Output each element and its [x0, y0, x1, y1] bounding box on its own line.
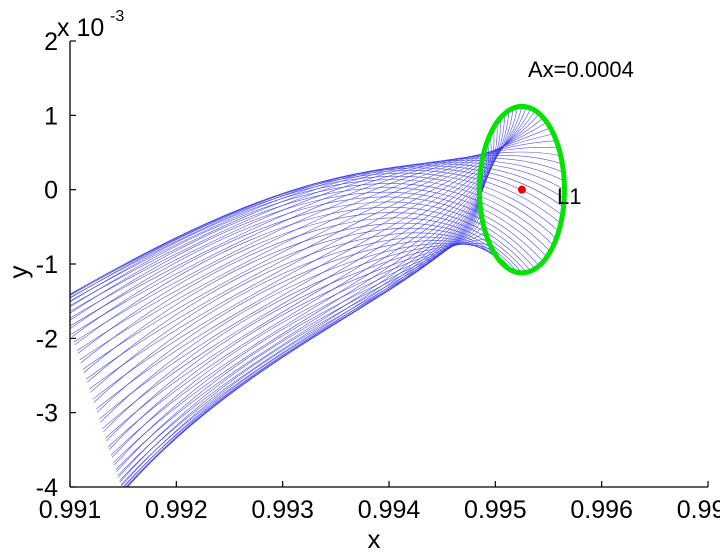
- x-tick-label: 0.994: [358, 496, 421, 524]
- manifold-trajectory: [70, 155, 563, 319]
- manifold-trajectory: [93, 236, 505, 403]
- manifold-trajectory: [70, 172, 559, 296]
- manifold-trajectory: [70, 187, 548, 314]
- manifold-trajectory: [83, 222, 518, 373]
- manifold-trajectory: [70, 191, 544, 321]
- y-tick-label: -4: [36, 474, 58, 502]
- manifold-trajectory: [70, 159, 565, 306]
- manifold-trajectory: [70, 165, 564, 296]
- x-tick-label: 0.992: [145, 496, 208, 524]
- manifold-trajectory: [126, 172, 482, 487]
- manifold-trajectory: [89, 113, 540, 390]
- manifold-trajectory: [116, 215, 482, 472]
- l1-label: L1: [557, 184, 581, 209]
- y-tick-label: 1: [44, 102, 58, 130]
- manifold-trajectory: [119, 198, 481, 483]
- manifold-trajectory: [119, 127, 495, 482]
- manifold-trajectory: [100, 242, 498, 423]
- tick-labels: 0.991 0.992 0.993 0.994 0.995 0.996 0.997 2 1 0 -1…: [36, 28, 720, 524]
- manifold-trajectory: [123, 180, 481, 487]
- manifold-trajectory: [105, 106, 518, 439]
- manifold-trajectory: [117, 122, 498, 476]
- amplitude-annotation: Ax=0.0004: [528, 57, 634, 82]
- manifold-trajectory: [90, 232, 510, 393]
- manifold-trajectory: [121, 189, 481, 487]
- manifold-trajectories: [70, 106, 565, 487]
- x-tick-label: 0.997: [677, 496, 720, 524]
- manifold-trajectory: [127, 163, 484, 487]
- manifold-trajectory: [70, 179, 554, 303]
- y-tick-label: -1: [36, 251, 58, 279]
- periodic-orbit-group: [476, 103, 567, 276]
- periodic-orbit: [476, 103, 567, 276]
- y-axis-title: y: [3, 266, 33, 279]
- manifold-trajectory: [77, 212, 527, 354]
- manifold-trajectory: [70, 196, 540, 330]
- x-axis-title: x: [368, 524, 381, 554]
- y-exponent-label: x 10: [57, 14, 104, 42]
- manifold-trajectory: [70, 183, 551, 308]
- manifold-trajectory: [70, 161, 565, 302]
- manifold-trajectory: [70, 157, 564, 312]
- manifold-trajectory: [79, 127, 551, 361]
- manifold-trajectory: [73, 140, 557, 343]
- manifold-trajectory: [70, 175, 557, 299]
- manifold-trajectory: [80, 217, 523, 364]
- y-tick-label: 2: [44, 28, 58, 56]
- manifold-trajectory: [87, 227, 514, 383]
- axes: [69, 40, 709, 488]
- manifold-trajectory: [76, 133, 554, 352]
- y-tick-label: -2: [36, 325, 58, 353]
- manifold-trajectory: [102, 106, 523, 430]
- manifold-trajectory: [71, 147, 559, 335]
- manifold-trajectory: [70, 163, 565, 298]
- x-tick-label: 0.991: [39, 496, 102, 524]
- manifold-trajectory: [111, 231, 486, 458]
- manifold-trajectory: [70, 151, 561, 327]
- manifold-trajectory: [115, 117, 501, 470]
- x-tick-label: 0.996: [570, 496, 633, 524]
- manifold-trajectory: [106, 243, 491, 442]
- x-tick-label: 0.995: [464, 496, 527, 524]
- y-tick-label: 0: [44, 177, 58, 205]
- lagrange-point-marker: [517, 185, 526, 194]
- manifold-trajectory: [118, 206, 481, 478]
- y-exponent-power: -3: [110, 8, 124, 25]
- manifold-trajectory: [96, 240, 501, 413]
- manifold-trajectory: [103, 243, 494, 433]
- x-tick-label: 0.993: [251, 496, 314, 524]
- manifold-trajectory: [82, 122, 548, 370]
- y-tick-label: -3: [36, 400, 58, 428]
